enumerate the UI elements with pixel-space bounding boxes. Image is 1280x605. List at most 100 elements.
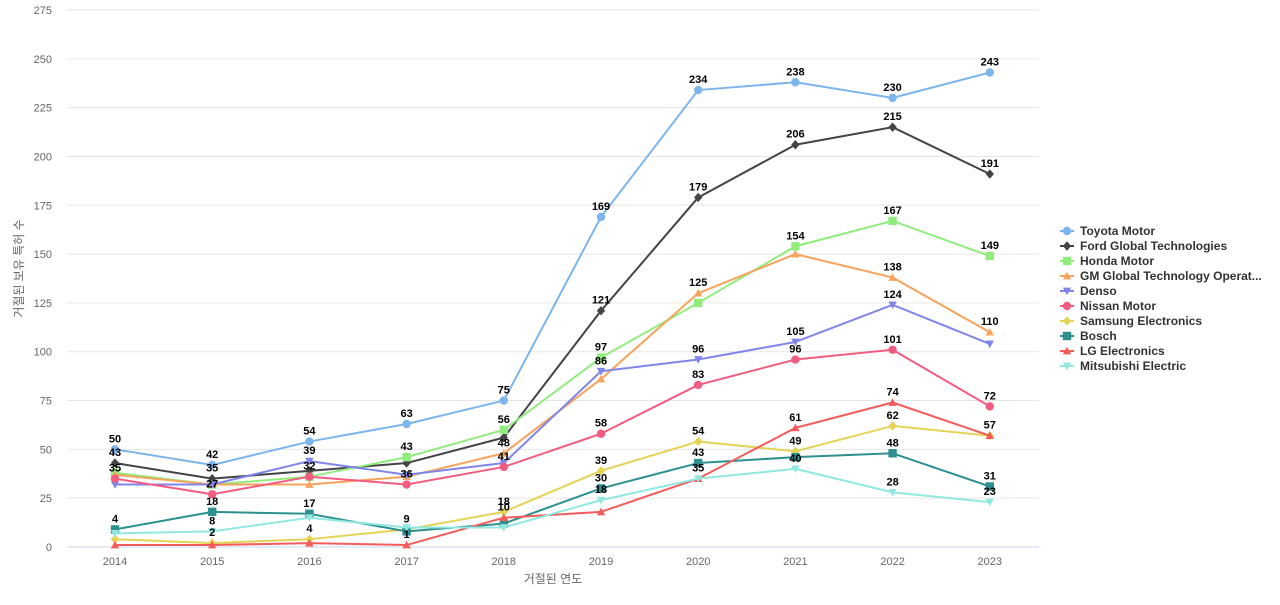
data-point-samsung-electronics[interactable] xyxy=(110,534,120,544)
data-point-mitsubishi-electric[interactable] xyxy=(499,524,508,532)
data-point-ford-global-technologies[interactable] xyxy=(888,122,897,132)
legend-item-ford-global-technologies[interactable]: Ford Global Technologies xyxy=(1060,239,1227,253)
data-point-toyota-motor[interactable] xyxy=(596,212,606,222)
data-point-mitsubishi-electric[interactable] xyxy=(888,488,897,497)
data-point-bosch[interactable] xyxy=(305,509,314,519)
data-point-toyota-motor[interactable] xyxy=(110,445,120,454)
data-point-honda-motor[interactable] xyxy=(985,251,994,261)
data-point-nissan-motor[interactable] xyxy=(791,355,800,364)
data-point-nissan-motor[interactable] xyxy=(499,462,508,472)
data-point-toyota-motor[interactable] xyxy=(402,419,411,429)
data-point-lg-electronics[interactable] xyxy=(791,423,800,432)
series-line-lg-electronics[interactable] xyxy=(114,401,991,547)
data-point-gm-global-technology-operat[interactable] xyxy=(985,328,994,336)
series-line-bosch[interactable] xyxy=(114,452,991,533)
data-point-denso[interactable] xyxy=(208,481,217,489)
data-point-bosch[interactable] xyxy=(208,507,217,517)
data-point-bosch[interactable] xyxy=(985,482,994,491)
data-point-honda-motor[interactable] xyxy=(596,353,606,362)
data-point-bosch[interactable] xyxy=(888,449,897,458)
data-point-nissan-motor[interactable] xyxy=(596,429,606,438)
data-point-mitsubishi-electric[interactable] xyxy=(791,465,800,474)
series-line-toyota-motor[interactable] xyxy=(114,71,991,466)
data-point-bosch[interactable] xyxy=(499,519,508,528)
data-point-denso[interactable] xyxy=(596,367,606,376)
series-line-denso[interactable] xyxy=(114,303,991,486)
data-point-toyota-motor[interactable] xyxy=(888,93,897,103)
data-point-gm-global-technology-operat[interactable] xyxy=(499,449,508,457)
data-point-ford-global-technologies[interactable] xyxy=(985,169,994,179)
data-point-samsung-electronics[interactable] xyxy=(888,421,897,431)
data-point-lg-electronics[interactable] xyxy=(596,507,606,516)
data-point-nissan-motor[interactable] xyxy=(402,480,411,489)
series-line-nissan-motor[interactable] xyxy=(114,348,991,496)
data-point-nissan-motor[interactable] xyxy=(985,402,994,411)
data-point-gm-global-technology-operat[interactable] xyxy=(791,249,800,258)
legend-item-denso[interactable]: Denso xyxy=(1060,284,1117,298)
data-point-nissan-motor[interactable] xyxy=(888,345,897,354)
legend-item-samsung-electronics[interactable]: Samsung Electronics xyxy=(1060,314,1202,328)
data-point-mitsubishi-electric[interactable] xyxy=(110,529,120,538)
series-line-mitsubishi-electric[interactable] xyxy=(114,467,991,535)
data-point-bosch[interactable] xyxy=(694,458,703,468)
data-point-ford-global-technologies[interactable] xyxy=(499,432,508,443)
data-point-honda-motor[interactable] xyxy=(402,452,411,462)
data-point-lg-electronics[interactable] xyxy=(985,431,994,440)
data-point-mitsubishi-electric[interactable] xyxy=(208,528,217,536)
data-point-ford-global-technologies[interactable] xyxy=(596,306,606,316)
data-point-denso[interactable] xyxy=(888,301,897,310)
data-point-nissan-motor[interactable] xyxy=(305,472,314,481)
data-point-toyota-motor[interactable] xyxy=(985,68,994,77)
data-point-mitsubishi-electric[interactable] xyxy=(305,514,314,522)
data-point-mitsubishi-electric[interactable] xyxy=(694,475,703,483)
data-point-honda-motor[interactable] xyxy=(791,242,800,251)
data-point-honda-motor[interactable] xyxy=(499,425,508,435)
data-point-nissan-motor[interactable] xyxy=(110,474,120,483)
data-point-lg-electronics[interactable] xyxy=(402,540,411,549)
data-point-gm-global-technology-operat[interactable] xyxy=(305,480,314,488)
data-point-bosch[interactable] xyxy=(110,525,120,534)
data-point-lg-electronics[interactable] xyxy=(499,513,508,522)
legend-item-gm-global-technology-operat[interactable]: GM Global Technology Operat... xyxy=(1060,269,1262,283)
legend-item-lg-electronics[interactable]: LG Electronics xyxy=(1060,344,1165,358)
legend-item-honda-motor[interactable]: Honda Motor xyxy=(1060,254,1154,268)
legend-item-nissan-motor[interactable]: Nissan Motor xyxy=(1060,299,1156,313)
data-point-ford-global-technologies[interactable] xyxy=(110,458,120,468)
data-point-denso[interactable] xyxy=(694,356,703,364)
series-line-samsung-electronics[interactable] xyxy=(114,424,991,545)
data-point-gm-global-technology-operat[interactable] xyxy=(888,273,897,281)
data-point-denso[interactable] xyxy=(985,340,994,349)
data-point-lg-electronics[interactable] xyxy=(888,398,897,406)
data-point-lg-electronics[interactable] xyxy=(208,540,217,549)
data-point-toyota-motor[interactable] xyxy=(208,460,217,470)
data-point-mitsubishi-electric[interactable] xyxy=(985,498,994,507)
data-point-toyota-motor[interactable] xyxy=(499,396,508,405)
data-point-lg-electronics[interactable] xyxy=(305,538,314,547)
data-point-toyota-motor[interactable] xyxy=(791,78,800,87)
data-point-nissan-motor[interactable] xyxy=(694,380,703,390)
data-point-samsung-electronics[interactable] xyxy=(499,507,508,517)
data-point-lg-electronics[interactable] xyxy=(110,540,120,549)
legend-item-mitsubishi-electric[interactable]: Mitsubishi Electric xyxy=(1060,359,1186,373)
data-point-mitsubishi-electric[interactable] xyxy=(402,524,411,532)
series-line-ford-global-technologies[interactable] xyxy=(114,126,991,480)
data-point-honda-motor[interactable] xyxy=(888,216,897,226)
data-point-denso[interactable] xyxy=(791,338,800,347)
data-point-toyota-motor[interactable] xyxy=(694,85,703,95)
data-point-bosch[interactable] xyxy=(596,484,606,493)
data-point-samsung-electronics[interactable] xyxy=(596,466,606,476)
data-point-toyota-motor[interactable] xyxy=(305,437,314,446)
data-point-honda-motor[interactable] xyxy=(694,298,703,308)
data-point-gm-global-technology-operat[interactable] xyxy=(694,288,703,297)
legend-item-bosch[interactable]: Bosch xyxy=(1060,329,1117,343)
data-point-gm-global-technology-operat[interactable] xyxy=(596,374,606,383)
data-point-ford-global-technologies[interactable] xyxy=(791,140,800,150)
series-line-honda-motor[interactable] xyxy=(114,219,991,486)
data-point-samsung-electronics[interactable] xyxy=(694,436,703,447)
data-point-denso[interactable] xyxy=(305,457,314,466)
data-point-mitsubishi-electric[interactable] xyxy=(596,496,606,505)
data-point-denso[interactable] xyxy=(110,481,120,489)
data-point-bosch[interactable] xyxy=(791,452,800,462)
legend-item-toyota-motor[interactable]: Toyota Motor xyxy=(1060,224,1155,238)
data-point-denso[interactable] xyxy=(402,471,411,479)
